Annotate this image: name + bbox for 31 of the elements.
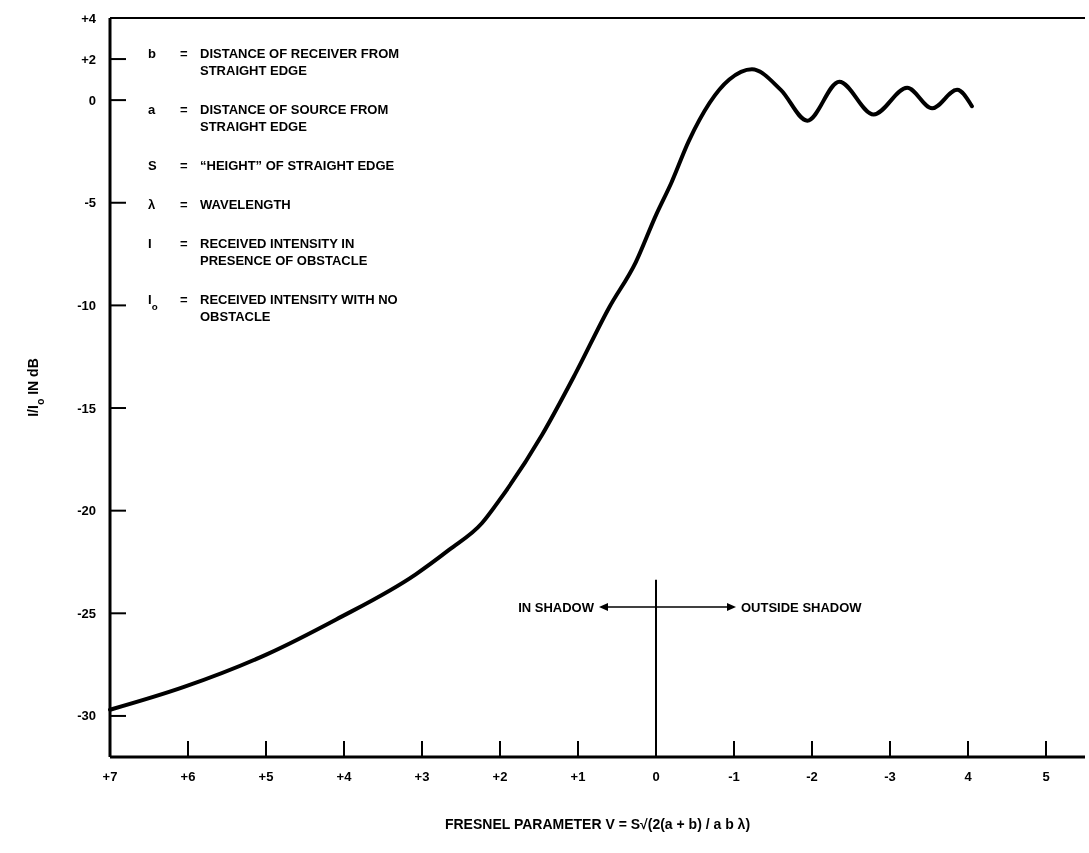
text: I$_{o}$ = RECEIVED INTENSITY WITH NO OBSTACLE (148, 292, 398, 324)
x-tick-label: 4 (964, 769, 973, 784)
annotation: IN SHADOW (518, 599, 595, 615)
x-tick-label: +6 (180, 769, 196, 784)
x-tick-label: -1 (728, 769, 740, 784)
x-axis-title: FRESNEL PARAMETER V = S√(2(a + b) / a b λ) (444, 816, 751, 832)
y-tick-label: -25 (77, 605, 96, 621)
annotation: OUTSIDE SHADOW (741, 599, 863, 615)
y-tick-label: 0 (88, 92, 96, 108)
x-tick-label: +1 (570, 769, 586, 784)
text: S = “HEIGHT” OF STRAIGHT EDGE (148, 158, 395, 173)
x-tick-label: +7 (102, 769, 118, 784)
x-tick-label: +4 (336, 769, 353, 784)
y-tick-label: -20 (77, 503, 96, 519)
x-tick-label: -2 (806, 769, 818, 784)
x-tick-label: +3 (414, 769, 430, 784)
text: b = DISTANCE OF RECEIVER FROM STRAIGHT EDGE (148, 46, 400, 78)
y-tick-label: +4 (81, 10, 97, 26)
text: λ = WAVELENGTH (148, 197, 291, 212)
text: a = DISTANCE OF SOURCE FROM STRAIGHT EDGE (148, 102, 389, 134)
text: I = RECEIVED INTENSITY IN PRESENCE OF OBSTACLE (148, 236, 368, 268)
x-tick-label: +5 (258, 769, 274, 784)
y-tick-label: -15 (77, 400, 96, 416)
x-tick-label: +2 (492, 769, 508, 784)
y-tick-label: -30 (77, 708, 96, 724)
x-tick-label: -3 (884, 769, 896, 784)
y-tick-label: -5 (84, 195, 96, 211)
x-tick-label: 0 (652, 769, 660, 784)
y-tick-label: +2 (81, 51, 96, 67)
y-tick-label: -10 (77, 297, 96, 313)
x-tick-label: 5 (1042, 769, 1050, 784)
